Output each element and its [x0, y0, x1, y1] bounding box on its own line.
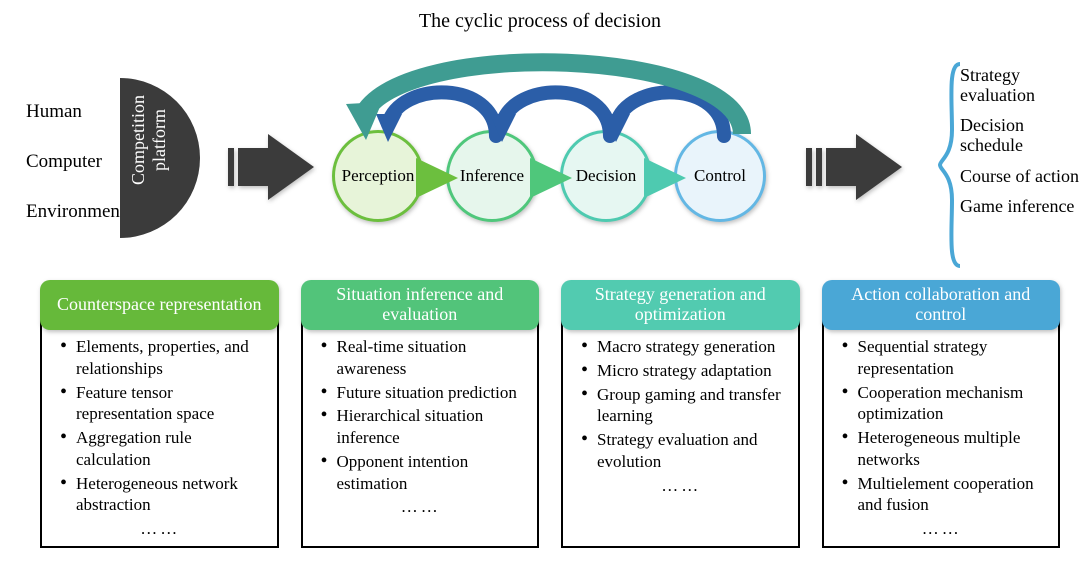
card-counterspace: Counterspace representation Elements, pr…	[40, 290, 279, 548]
big-back-arc	[312, 30, 792, 150]
left-label-environment: Environment	[26, 188, 125, 236]
card-header: Action collaboration and control	[822, 280, 1061, 330]
card-action: Action collaboration and control Sequent…	[822, 290, 1061, 548]
card-item: Future situation prediction	[321, 382, 526, 404]
right-item-strategy-evaluation: Strategy evaluation	[960, 65, 1080, 105]
right-item-decision-schedule: Decision schedule	[960, 115, 1080, 155]
ellipsis: ……	[56, 518, 265, 540]
card-header: Situation inference and evaluation	[301, 280, 540, 330]
cards-row: Counterspace representation Elements, pr…	[40, 290, 1060, 548]
card-item: Real-time situation awareness	[321, 336, 526, 380]
card-situation: Situation inference and evaluation Real-…	[301, 290, 540, 548]
node-label: Control	[694, 166, 746, 186]
right-item-game-inference: Game inference	[960, 196, 1080, 216]
card-item: Heterogeneous multiple networks	[842, 427, 1047, 471]
ellipsis: ……	[838, 518, 1047, 540]
card-item: Hierarchical situation inference	[321, 405, 526, 449]
card-item: Heterogeneous network abstraction	[60, 473, 265, 517]
card-item: Sequential strategy representation	[842, 336, 1047, 380]
card-item: Cooperation mechanism optimization	[842, 382, 1047, 426]
big-arrow-left	[228, 134, 314, 200]
card-item: Group gaming and transfer learning	[581, 384, 786, 428]
ellipsis: ……	[317, 496, 526, 518]
right-item-course-of-action: Course of action	[960, 166, 1080, 186]
card-item: Strategy evaluation and evolution	[581, 429, 786, 473]
forward-arrow-1	[416, 158, 458, 198]
forward-arrow-2	[530, 158, 572, 198]
right-outputs-list: Strategy evaluation Decision schedule Co…	[960, 65, 1080, 226]
left-label-computer: Computer	[26, 138, 125, 186]
competition-platform-label: Competition platform	[128, 0, 170, 106]
node-label: Inference	[460, 166, 524, 186]
card-header: Strategy generation and optimization	[561, 280, 800, 330]
ellipsis: ……	[577, 475, 786, 497]
left-inputs-list: Human Computer Environment	[26, 88, 125, 238]
card-item: Aggregation rule calculation	[60, 427, 265, 471]
big-arrow-right	[806, 134, 902, 200]
card-item: Micro strategy adaptation	[581, 360, 786, 382]
node-label: Perception	[342, 166, 415, 186]
card-item: Elements, properties, and relationships	[60, 336, 265, 380]
card-strategy: Strategy generation and optimization Mac…	[561, 290, 800, 548]
card-item: Macro strategy generation	[581, 336, 786, 358]
left-label-human: Human	[26, 88, 125, 136]
card-header: Counterspace representation	[40, 280, 279, 330]
card-item: Feature tensor representation space	[60, 382, 265, 426]
node-label: Decision	[576, 166, 636, 186]
forward-arrow-3	[644, 158, 686, 198]
card-item: Opponent intention estimation	[321, 451, 526, 495]
card-item: Multielement cooperation and fusion	[842, 473, 1047, 517]
